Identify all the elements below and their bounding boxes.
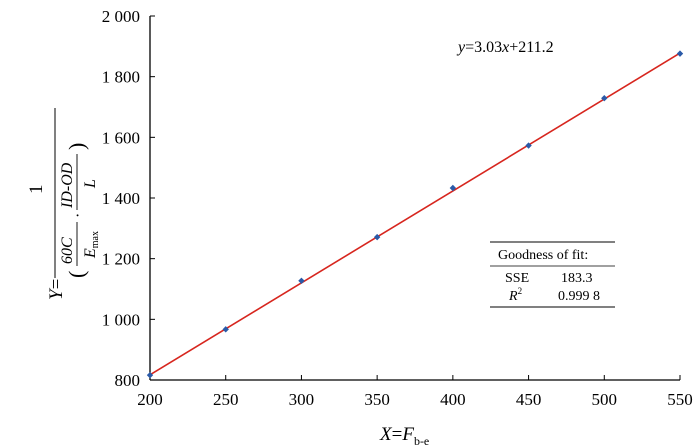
- y-title-frac1-den: Emax: [82, 231, 101, 259]
- x-tick-label: 300: [289, 390, 315, 409]
- y-title-close-paren: ): [64, 143, 89, 150]
- data-point: [373, 233, 381, 241]
- y-tick-label: 1 200: [102, 250, 140, 269]
- x-tick-label: 450: [516, 390, 542, 409]
- y-tick-label: 2 000: [102, 7, 140, 26]
- y-title-dot: ·: [70, 213, 87, 218]
- gof-sse-label: SSE: [505, 271, 529, 286]
- y-title-frac2-num: ID-OD: [59, 162, 76, 209]
- y-tick-label: 1 400: [102, 189, 140, 208]
- x-axis-title: X=Fb-e: [379, 424, 429, 448]
- y-tick-label: 1 600: [102, 128, 140, 147]
- y-title-numerator: 1: [26, 185, 47, 195]
- y-title-frac1-num: 60C: [59, 237, 76, 264]
- y-title-open-paren: (: [64, 271, 89, 278]
- y-title-frac2-den: L: [82, 179, 99, 189]
- y-ticks: 800 1 000 1 200 1 400 1 600 1 800 2 000: [102, 7, 155, 390]
- data-point: [222, 326, 229, 333]
- data-point: [525, 142, 532, 149]
- x-ticks: 200 250 300 350 400 450 500 550: [137, 375, 693, 409]
- data-point: [449, 184, 457, 192]
- gof-r2-label: R2: [508, 286, 522, 304]
- fit-equation: y=3.03x+211.2: [456, 39, 554, 56]
- y-tick-label: 1 800: [102, 68, 140, 87]
- data-point: [601, 95, 608, 102]
- y-tick-label: 800: [115, 371, 141, 390]
- gof-title: Goodness of fit:: [498, 248, 588, 263]
- data-points: [146, 50, 684, 379]
- gof-r2-value: 0.999 8: [558, 289, 600, 304]
- x-tick-label: 200: [137, 390, 163, 409]
- data-point: [298, 277, 305, 285]
- x-tick-label: 350: [364, 390, 390, 409]
- goodness-of-fit-table: Goodness of fit: SSE 183.3 R2 0.999 8: [490, 241, 615, 308]
- y-title-lhs: Y=: [46, 279, 67, 300]
- x-tick-label: 250: [213, 390, 239, 409]
- x-tick-label: 550: [667, 390, 693, 409]
- y-tick-label: 1 000: [102, 310, 140, 329]
- x-tick-label: 400: [440, 390, 466, 409]
- axes: [149, 16, 680, 381]
- fit-line: [149, 52, 681, 376]
- y-axis-title: Y= 1 ( 60C Emax · ID-OD L ): [26, 108, 101, 300]
- data-point: [676, 50, 684, 57]
- data-point: [146, 371, 154, 379]
- gof-sse-value: 183.3: [561, 271, 593, 286]
- x-tick-label: 500: [592, 390, 618, 409]
